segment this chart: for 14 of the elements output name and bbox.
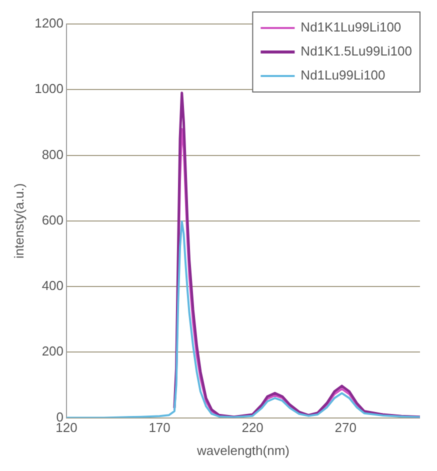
legend-label: Nd1K1Lu99Li100 bbox=[300, 20, 402, 35]
x-tick-label: 170 bbox=[148, 420, 170, 436]
y-axis-title: intensty(a.u.) bbox=[11, 183, 26, 258]
x-tick-label: 220 bbox=[242, 420, 264, 436]
y-tick-label: 1000 bbox=[34, 81, 64, 96]
legend-label: Nd1K1.5Lu99Li100 bbox=[300, 44, 412, 59]
x-axis-title: wavelength(nm) bbox=[196, 442, 290, 458]
y-tick-label: 200 bbox=[42, 344, 64, 359]
y-tick-label: 400 bbox=[42, 278, 64, 294]
y-tick-label: 600 bbox=[42, 212, 64, 228]
y-tick-label: 800 bbox=[42, 146, 64, 162]
x-tick-label: 270 bbox=[334, 420, 356, 436]
legend-label: Nd1Lu99Li100 bbox=[300, 68, 386, 83]
y-tick-label: 1200 bbox=[34, 16, 64, 31]
